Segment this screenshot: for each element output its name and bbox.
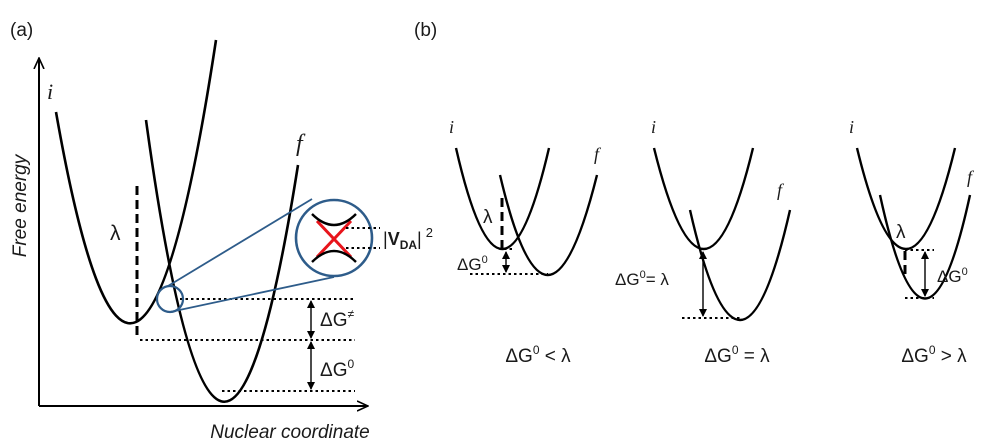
curve-initial-state xyxy=(54,39,218,325)
case3-lambda-label: λ xyxy=(896,222,906,243)
case1-caption: ΔG0 < λ xyxy=(505,343,571,367)
case2-curve-f xyxy=(688,209,792,321)
lambda-label: λ xyxy=(110,222,121,245)
curve-final-state xyxy=(144,119,300,403)
case2-dg-label: ΔG0= λ xyxy=(615,269,669,289)
case2-i-label: i xyxy=(651,117,656,137)
case1-i-label: i xyxy=(449,117,454,137)
crossing-point-circle xyxy=(155,284,185,314)
panel-a: (a) Free energy Nuclear coordinate i f λ… xyxy=(10,20,433,443)
panel-a-tag: (a) xyxy=(10,20,33,41)
y-axis-label: Free energy xyxy=(10,153,31,257)
activation-energy-label: ΔG≠ xyxy=(320,307,354,331)
case3-curve-f xyxy=(878,194,972,300)
panel-b: (b) i f λ ΔG0 ΔG0 < λ i f ΔG0= λ ΔG0 = λ xyxy=(414,20,975,367)
curve-f-label: f xyxy=(296,131,306,157)
adiabatic-lower-split xyxy=(311,213,357,227)
case2-curve-i xyxy=(652,147,755,251)
crossing-red-diagonal-2 xyxy=(315,219,353,259)
case1-lambda-label: λ xyxy=(483,207,493,228)
case1-curve-f xyxy=(498,174,599,277)
zoom-line-top xyxy=(167,198,313,287)
curve-i-label: i xyxy=(47,79,53,104)
case3-i-label: i xyxy=(849,117,854,137)
x-axis-label: Nuclear coordinate xyxy=(210,422,369,443)
case3-dg-label: ΔG0 xyxy=(937,266,968,286)
case2-f-label: f xyxy=(777,180,785,200)
case2-caption: ΔG0 = λ xyxy=(704,343,770,367)
case1-dg-label: ΔG0 xyxy=(457,254,488,274)
case-inverted-region: i f λ ΔG0 ΔG0 > λ xyxy=(849,117,975,367)
zoom-line-bottom xyxy=(169,276,335,313)
case1-f-label: f xyxy=(594,144,602,164)
case3-curve-i xyxy=(855,147,957,251)
panel-b-tag: (b) xyxy=(414,20,437,41)
adiabatic-upper-split xyxy=(311,249,357,263)
driving-force-label: ΔG0 xyxy=(320,357,354,381)
coupling-label: |VDA| 2 xyxy=(383,225,433,252)
case-optimal-region: i f ΔG0= λ ΔG0 = λ xyxy=(615,117,792,367)
case3-caption: ΔG0 > λ xyxy=(901,343,967,367)
case3-f-label: f xyxy=(967,167,975,187)
case-normal-region: i f λ ΔG0 ΔG0 < λ xyxy=(449,117,602,367)
